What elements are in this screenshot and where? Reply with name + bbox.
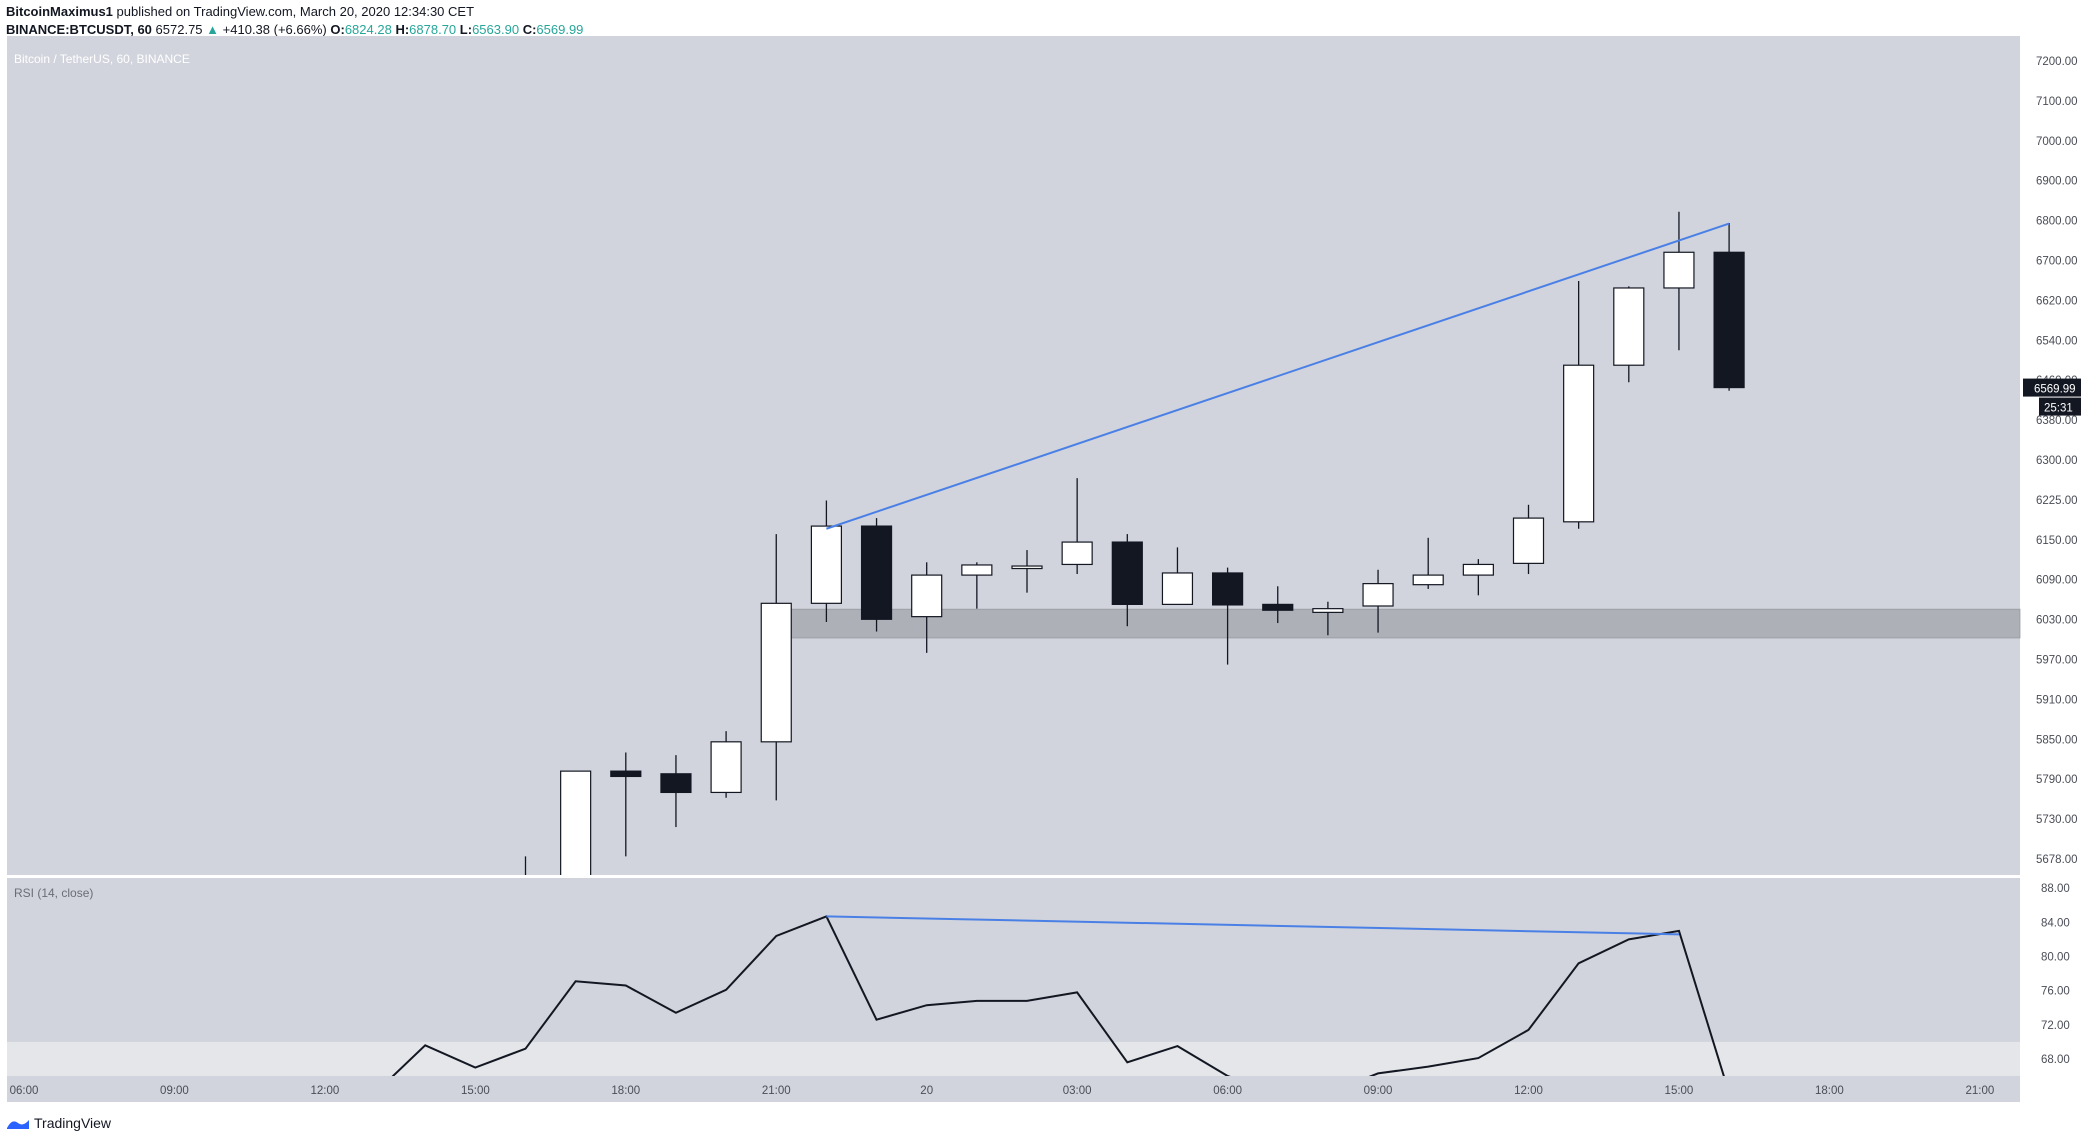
price-tick-label: 6380.00 [2036, 415, 2078, 427]
candle-body[interactable] [810, 525, 843, 604]
candle-body[interactable] [911, 574, 943, 618]
price-tick-label: 6700.00 [2036, 256, 2078, 268]
rsi-tick-label: 84.00 [2041, 917, 2070, 929]
candles-group [524, 211, 1745, 904]
price-tick-label: 5910.00 [2036, 694, 2078, 706]
low-label: L: [459, 22, 473, 37]
ohlc-header: BINANCE:BTCUSDT, 60 6572.75 ▲ +410.38 (+… [6, 22, 583, 37]
time-tick-label: 09:00 [1364, 1085, 1393, 1097]
time-tick-label: 21:00 [1965, 1085, 1994, 1097]
time-tick-label: 15:00 [1665, 1085, 1694, 1097]
open-label: O: [330, 22, 345, 37]
time-tick-label: 18:00 [1815, 1085, 1844, 1097]
candle-body[interactable] [610, 770, 642, 778]
price-trendline[interactable] [826, 222, 1730, 530]
close-label: C: [522, 22, 537, 37]
rsi-trendline[interactable] [826, 915, 1679, 936]
tradingview-logo-icon [7, 1120, 29, 1129]
time-tick-label: 03:00 [1063, 1085, 1092, 1097]
price-tick-label: 5790.00 [2036, 774, 2078, 786]
support-zone[interactable] [789, 608, 2021, 639]
rsi-group [325, 915, 1729, 1110]
candle-body[interactable] [1563, 364, 1595, 523]
candle-body[interactable] [1663, 251, 1695, 289]
candle-body[interactable] [1161, 572, 1194, 605]
time-tick-label: 06:00 [10, 1085, 39, 1097]
time-axis [7, 1076, 2020, 1102]
price-tick-label: 7000.00 [2036, 136, 2078, 148]
last-price: 6572.75 [155, 22, 203, 37]
published-text: published on TradingView.com, March 20, … [116, 4, 475, 19]
candle-body[interactable] [1512, 517, 1545, 564]
candle-body[interactable] [560, 770, 592, 904]
high-label: H: [395, 22, 410, 37]
time-tick-label: 12:00 [1514, 1085, 1543, 1097]
candle-body[interactable] [1462, 563, 1494, 576]
author-name[interactable]: BitcoinMaximus1 [6, 4, 113, 19]
last-price-badge [2023, 378, 2081, 397]
candle-body[interactable] [1211, 572, 1244, 606]
candle-body[interactable] [660, 773, 692, 794]
price-tick-label: 7100.00 [2036, 96, 2078, 108]
price-tick-label: 5850.00 [2036, 734, 2078, 746]
close-value: 6569.99 [536, 22, 584, 37]
price-tick-label: 6620.00 [2036, 295, 2078, 307]
rsi-line[interactable] [325, 915, 1729, 1110]
time-tick-label: 06:00 [1213, 1085, 1242, 1097]
countdown-badge [2039, 397, 2081, 416]
rsi-tick-label: 72.00 [2041, 1020, 2070, 1032]
high-value: 6878.70 [409, 22, 457, 37]
candle-body[interactable] [1713, 251, 1745, 389]
candle-body[interactable] [860, 525, 893, 620]
price-tick-label: 6030.00 [2036, 615, 2078, 627]
tradingview-logo[interactable]: TradingView [6, 1115, 111, 1131]
candle-body[interactable] [1061, 541, 1093, 566]
time-tick-label: 18:00 [611, 1085, 640, 1097]
price-tick-label: 5678.00 [2036, 854, 2078, 866]
price-tick-label: 6090.00 [2036, 575, 2078, 587]
rsi-band [7, 1041, 2020, 1076]
price-pane[interactable] [7, 36, 2020, 875]
time-tick-label: 09:00 [160, 1085, 189, 1097]
price-tick-label: 6540.00 [2036, 335, 2078, 347]
symbol-label: BINANCE:BTCUSDT, 60 [6, 22, 152, 37]
candle-body[interactable] [760, 602, 792, 743]
candle-body[interactable] [1613, 287, 1645, 366]
rsi-tick-label: 80.00 [2041, 952, 2070, 964]
rsi-pane-title: RSI (14, close) [14, 886, 93, 900]
candle-body[interactable] [1412, 574, 1444, 586]
price-tick-label: 5970.00 [2036, 655, 2078, 667]
price-tick-label: 6225.00 [2036, 495, 2078, 507]
candle-body[interactable] [1362, 583, 1394, 607]
candle-body[interactable] [710, 741, 742, 794]
brand-label: TradingView [34, 1115, 112, 1131]
change-value: +410.38 (+6.66%) [222, 22, 327, 37]
low-value: 6563.90 [472, 22, 520, 37]
countdown-label: 25:31 [2044, 403, 2073, 415]
price-tick-label: 5730.00 [2036, 814, 2078, 826]
candle-body[interactable] [1111, 541, 1143, 605]
change-arrow-icon: ▲ [206, 22, 220, 37]
time-tick-label: 12:00 [311, 1085, 340, 1097]
price-tick-label: 6150.00 [2036, 535, 2078, 547]
candle-body[interactable] [1312, 608, 1344, 613]
rsi-tick-label: 68.00 [2041, 1054, 2070, 1066]
price-pane-title: Bitcoin / TetherUS, 60, BINANCE [14, 52, 190, 66]
price-tick-label: 6900.00 [2036, 176, 2078, 188]
rsi-tick-label: 76.00 [2041, 986, 2070, 998]
last-price-label: 6569.99 [2034, 384, 2076, 396]
rsi-tick-label: 88.00 [2041, 883, 2070, 895]
candle-body[interactable] [1011, 565, 1043, 570]
price-tick-label: 6800.00 [2036, 216, 2078, 228]
candle-body[interactable] [961, 564, 993, 576]
time-tick-label: 15:00 [461, 1085, 490, 1097]
candle-body[interactable] [1262, 603, 1294, 611]
price-tick-label: 7200.00 [2036, 56, 2078, 68]
publish-info: BitcoinMaximus1 published on TradingView… [6, 4, 474, 19]
price-tick-label: 6300.00 [2036, 455, 2078, 467]
open-value: 6824.28 [344, 22, 392, 37]
time-tick-label: 21:00 [762, 1085, 791, 1097]
time-tick-label: 20 [920, 1085, 933, 1097]
